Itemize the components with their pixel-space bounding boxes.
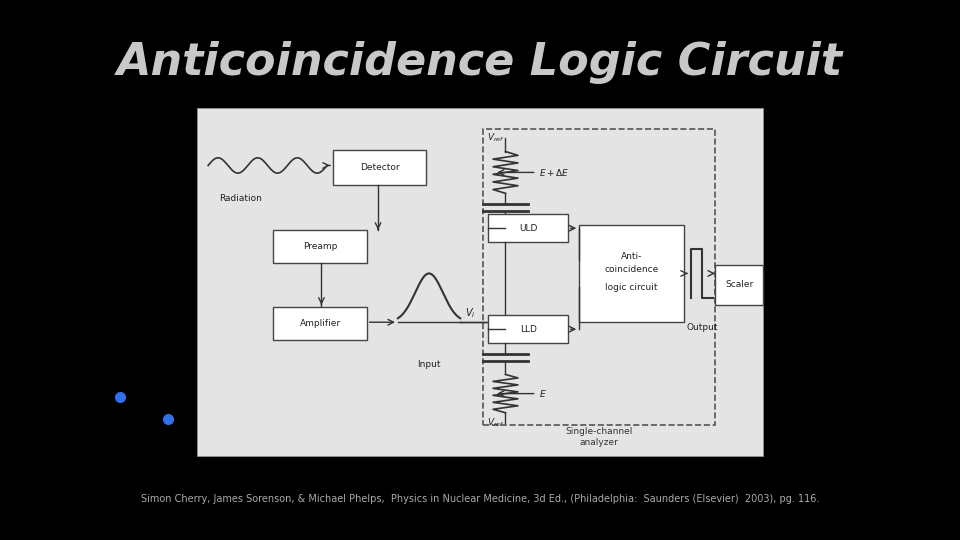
Text: $E$: $E$ xyxy=(540,388,547,399)
Text: Preamp: Preamp xyxy=(302,242,337,251)
Text: Simon Cherry, James Sorenson, & Michael Phelps,  Physics in Nuclear Medicine, 3d: Simon Cherry, James Sorenson, & Michael … xyxy=(141,495,819,504)
Text: Scaler: Scaler xyxy=(725,280,754,289)
Bar xyxy=(489,315,567,343)
Bar xyxy=(579,225,684,322)
Bar xyxy=(489,214,567,242)
Text: Output: Output xyxy=(686,323,718,332)
FancyBboxPatch shape xyxy=(197,108,763,456)
Bar xyxy=(274,230,367,263)
Text: Amplifier: Amplifier xyxy=(300,319,341,328)
Text: Detector: Detector xyxy=(360,163,399,172)
Text: Anti-: Anti- xyxy=(621,252,642,260)
Text: $V_{ref}$: $V_{ref}$ xyxy=(488,131,505,144)
Text: $E + \Delta E$: $E + \Delta E$ xyxy=(540,167,570,178)
Bar xyxy=(274,307,367,340)
Text: $V_i$: $V_i$ xyxy=(465,307,475,320)
Bar xyxy=(483,129,715,425)
Bar xyxy=(333,150,426,185)
Text: $V_{ref}$: $V_{ref}$ xyxy=(488,417,505,429)
Bar xyxy=(715,265,763,305)
Text: logic circuit: logic circuit xyxy=(605,283,658,292)
Text: Input: Input xyxy=(418,360,441,368)
Text: Radiation: Radiation xyxy=(220,194,262,203)
Text: Anticoincidence Logic Circuit: Anticoincidence Logic Circuit xyxy=(117,40,843,84)
Text: Single-channel
analyzer: Single-channel analyzer xyxy=(565,428,633,447)
Text: coincidence: coincidence xyxy=(605,266,659,274)
Text: LLD: LLD xyxy=(519,325,537,334)
Text: ULD: ULD xyxy=(519,224,538,233)
